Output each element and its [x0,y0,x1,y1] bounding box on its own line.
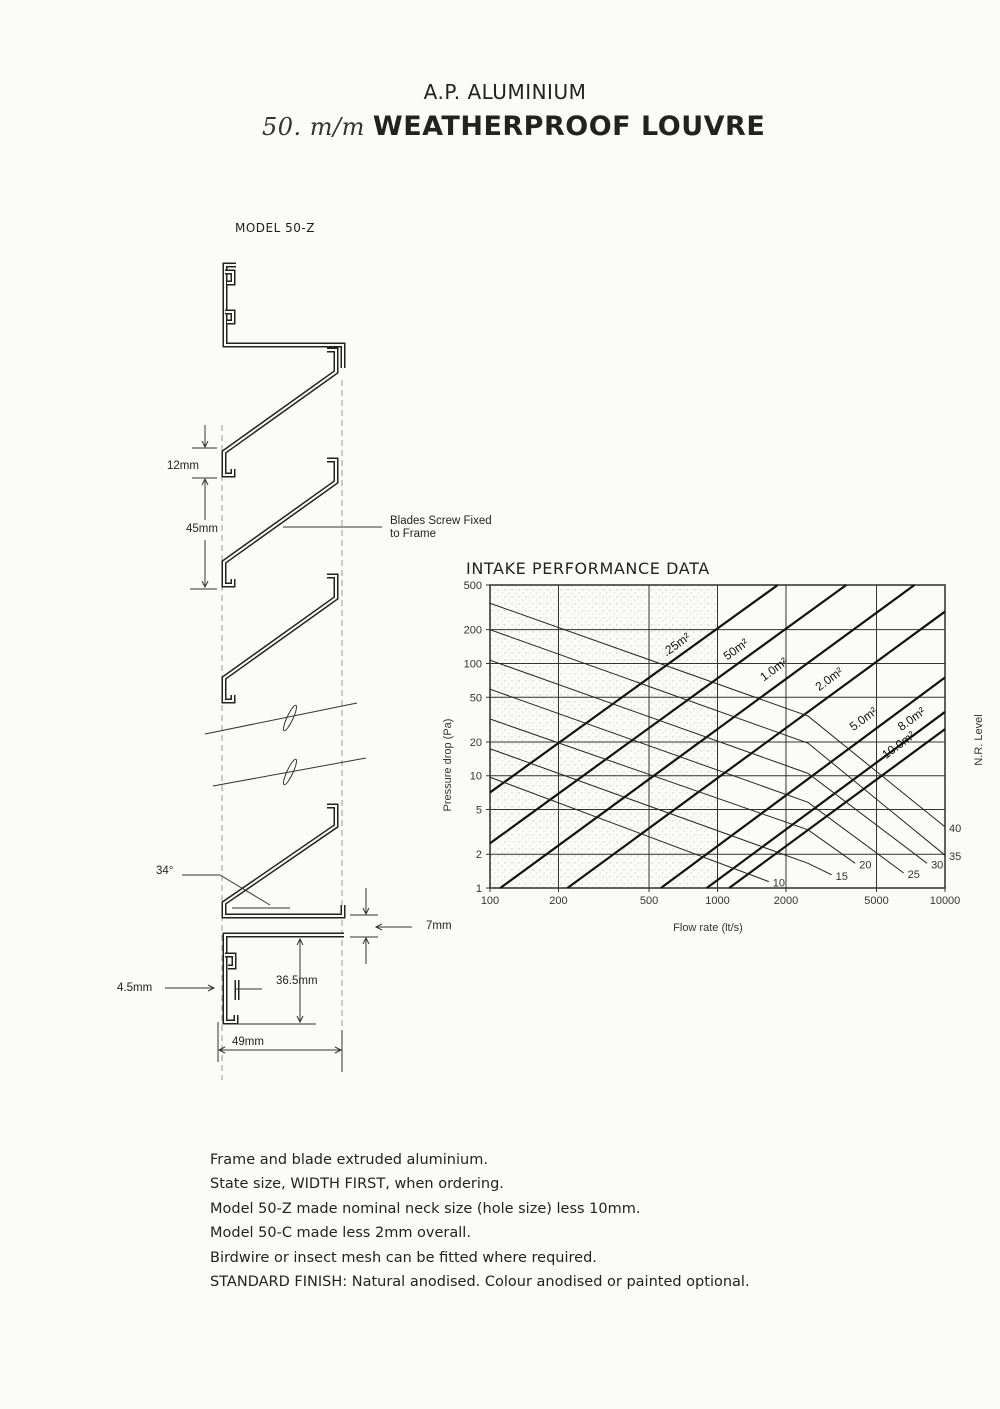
top-frame-notch [225,309,236,325]
nr-level-line [489,688,904,874]
x-tick-label: 1000 [705,895,729,907]
note: STANDARD FINISH: Natural anodised. Colou… [210,1274,750,1291]
y-axis-label: Pressure drop (Pa) [442,719,454,812]
nr-level-label: 15 [836,871,848,883]
blade [221,457,339,588]
free-area-line [706,711,946,889]
y-tick-label: 20 [470,737,482,749]
dim-frame-thickness: 4.5mm [117,982,153,994]
nr-level-label: 20 [859,859,871,871]
callout-line-1: Blades Screw Fixed [390,515,492,527]
nr-level-line [489,748,832,876]
nr-level-line [489,629,946,856]
y-tick-label: 50 [470,692,482,704]
dim-blade-lip: 12mm [167,460,199,472]
right-axis-label: N.R. Level [973,714,985,765]
note: Model 50-Z made nominal neck size (hole … [210,1200,641,1217]
free-area-line [489,584,847,845]
y-tick-label: 2 [476,849,482,861]
top-frame-notch [225,269,236,286]
company-name: A.P. ALUMINIUM [423,80,587,104]
x-tick-label: 2000 [774,895,798,907]
notes: Frame and blade extruded aluminium. Stat… [210,1148,750,1294]
note: Frame and blade extruded aluminium. [210,1152,488,1168]
note: State size, WIDTH FIRST, when ordering. [210,1176,504,1193]
y-tick-label: 200 [464,625,482,637]
bottom-frame [222,932,344,1025]
x-tick-label: 10000 [930,895,961,907]
break-lines [204,702,367,787]
bottom-blade [221,803,346,919]
callout-blades-screw-fixed: Blades Screw Fixed to Frame [390,515,492,541]
note: Birdwire or insect mesh can be fitted wh… [210,1249,597,1266]
free-area-line [499,584,916,889]
x-tick-label: 100 [481,895,499,907]
bottom-frame-notch [225,952,237,970]
y-tick-label: 1 [476,883,482,895]
chart-title: INTAKE PERFORMANCE DATA [466,559,710,578]
blade [221,573,339,704]
x-tick-label: 500 [640,895,658,907]
x-tick-label: 5000 [864,895,888,907]
top-frame [222,262,346,368]
dim-angle: 34° [156,865,174,877]
nr-level-label: 25 [908,869,920,881]
x-tick-label: 200 [549,895,567,907]
blade [221,347,339,478]
x-axis-label: Flow rate (lt/s) [673,922,743,934]
free-area-line [566,610,946,889]
y-tick-label: 100 [464,658,482,670]
louvre-profiles [221,262,346,1025]
free-area-label: 2.0m² [813,664,846,693]
nr-level-label: 30 [931,859,943,871]
free-area-label: 10.0m² [879,728,917,761]
free-area-line [489,584,779,794]
dim-frame-depth: 36.5mm [276,975,318,987]
callout-line-2: to Frame [390,528,437,540]
y-tick-label: 10 [470,771,482,783]
dimension-lines [165,425,412,1072]
nr-level-line [489,718,856,864]
nr-level-label: 35 [949,851,961,863]
nr-level-line [489,602,946,828]
nr-level-label: 40 [949,823,961,835]
y-tick-label: 5 [476,805,482,817]
nr-level-line [489,776,769,883]
free-area-label: 50m² [721,636,751,663]
free-area-line [660,676,946,889]
title-handwritten: 50. m/m [262,113,365,141]
dim-pitch: 45mm [186,523,218,535]
chart-stipple-shading [490,585,718,888]
dim-flange: 7mm [426,920,452,932]
model-label: MODEL 50-Z [235,221,315,235]
nr-level-label: 10 [773,878,785,890]
note: Model 50-C made less 2mm overall. [210,1225,471,1242]
document-title: 50. m/m WEATHERPROOF LOUVRE [262,111,765,142]
dim-overall-width: 49mm [232,1036,264,1048]
nr-level-line [489,659,928,864]
title-text: WEATHERPROOF LOUVRE [372,111,766,142]
free-area-line [728,728,946,889]
y-tick-label: 500 [464,580,482,592]
